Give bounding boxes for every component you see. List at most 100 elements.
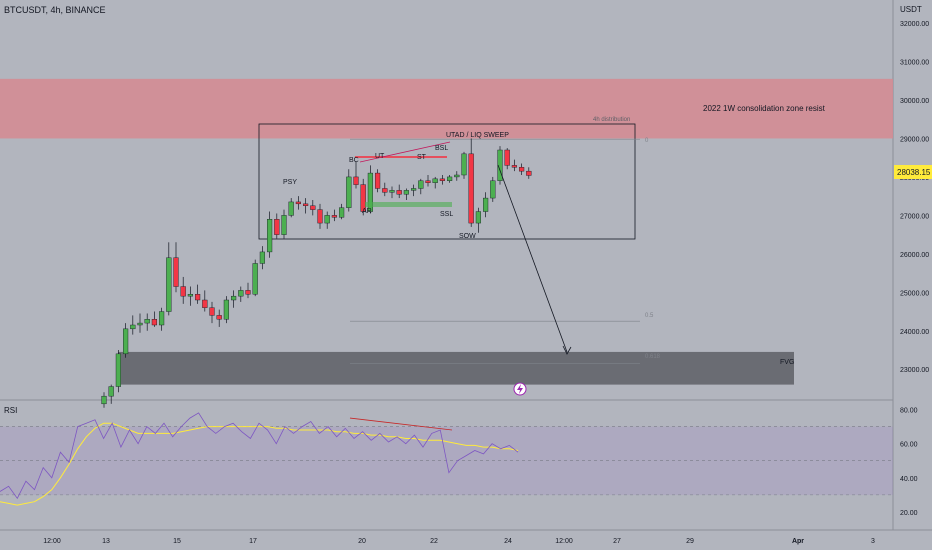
candle-body — [324, 215, 330, 224]
fvg-label: FVG — [780, 359, 794, 366]
psy-label: PSY — [283, 179, 297, 186]
candle-body — [425, 180, 431, 183]
time-tick-label: 12:00 — [555, 538, 573, 545]
price-tick-label: 23000.00 — [900, 367, 929, 374]
resistance-zone-label: 2022 1W consolidation zone resist — [703, 104, 826, 113]
fib-0-label: 0 — [645, 138, 649, 144]
candle-body — [461, 153, 467, 176]
candle-body — [274, 219, 280, 235]
candle-body — [187, 294, 194, 297]
price-tick-label: 29000.00 — [900, 136, 929, 143]
currency-label: USDT — [900, 5, 922, 14]
candle-body — [317, 209, 323, 224]
rsi-tick-label: 80.00 — [900, 408, 918, 415]
candle-body — [432, 178, 438, 183]
candle-body — [389, 190, 395, 193]
last-price-label: 28038.15 — [897, 168, 931, 177]
candle-body — [526, 170, 532, 176]
price-tick-label: 30000.00 — [900, 98, 929, 105]
candle-body — [202, 299, 208, 308]
candle-body — [108, 386, 114, 397]
candle-body — [439, 178, 446, 181]
candle-body — [396, 190, 402, 195]
time-tick-label: 17 — [249, 538, 257, 545]
price-tick-label: 31000.00 — [900, 60, 929, 67]
distribution-box-label: 4h distribution — [593, 117, 630, 123]
candle-body — [331, 215, 338, 218]
candle-body — [288, 201, 294, 216]
candle-body — [310, 205, 316, 210]
candle-body — [475, 211, 482, 224]
price-pane[interactable] — [0, 0, 893, 400]
time-tick-label: 3 — [871, 538, 875, 545]
ar-label: AR — [362, 208, 372, 215]
ssl-label: SSL — [440, 211, 453, 218]
candle-body — [375, 172, 381, 189]
price-tick-label: 32000.00 — [900, 21, 929, 28]
time-tick-label: 12:00 — [43, 538, 61, 545]
candle-body — [353, 176, 359, 185]
candle-body — [303, 203, 309, 206]
time-tick-label: 29 — [686, 538, 694, 545]
candle-body — [490, 180, 496, 199]
bc-label: BC — [349, 157, 359, 164]
candle-body — [267, 219, 273, 253]
candle-body — [403, 190, 410, 195]
candle-body — [281, 215, 287, 235]
candle-body — [418, 180, 424, 189]
candle-body — [483, 197, 489, 212]
resistance-zone — [0, 78, 893, 139]
time-tick-label: Apr — [792, 538, 804, 545]
candle-body — [367, 172, 374, 212]
candle-body — [252, 263, 258, 295]
projection-arrow-line — [497, 164, 568, 353]
candle-body — [158, 311, 165, 326]
candle-body — [230, 295, 237, 301]
symbol-label: BTCUSDT, 4h, BINANCE — [4, 5, 106, 15]
candle-body — [295, 201, 302, 205]
candle-body — [115, 353, 122, 387]
rsi-divergence-line — [349, 417, 453, 431]
rsi-line — [0, 412, 519, 500]
bsl-label: BSL — [435, 145, 448, 152]
candle-body — [468, 153, 474, 224]
rsi-tick-label: 20.00 — [900, 510, 918, 517]
time-tick-label: 20 — [358, 538, 366, 545]
candle-body — [497, 149, 503, 181]
candle-body — [101, 395, 107, 405]
st-label: ST — [417, 154, 427, 161]
ut-label: UT — [375, 153, 385, 160]
candle-body — [504, 149, 510, 166]
range-low-band — [365, 202, 452, 207]
price-tick-label: 27000.00 — [900, 213, 929, 220]
utad-label: UTAD / LIQ SWEEP — [446, 132, 509, 139]
candle-body — [130, 324, 136, 330]
rsi-ma-line — [0, 422, 519, 506]
rsi-title: RSI — [4, 406, 17, 415]
time-tick-label: 27 — [613, 538, 621, 545]
time-tick-label: 22 — [430, 538, 438, 545]
candle-body — [454, 174, 460, 178]
time-tick-label: 15 — [173, 538, 181, 545]
candle-body — [411, 188, 417, 191]
candle-body — [216, 315, 222, 320]
candle-body — [151, 319, 158, 326]
candle-body — [519, 167, 525, 172]
rsi-tick-label: 60.00 — [900, 442, 918, 449]
lightning-icon[interactable] — [513, 382, 527, 396]
candle-body — [166, 257, 172, 312]
last-price-tag — [894, 165, 932, 179]
candle-body — [137, 322, 143, 326]
candle-body — [360, 184, 366, 212]
price-tick-label: 26000.00 — [900, 252, 929, 259]
candle-body — [223, 299, 230, 320]
rsi-pane[interactable] — [0, 401, 893, 529]
time-tick-label: 13 — [102, 538, 110, 545]
candle-body — [209, 307, 215, 316]
candle-body — [180, 286, 186, 297]
projection-arrow-head — [562, 345, 572, 355]
price-tick-label: 25000.00 — [900, 290, 929, 297]
bsl-sweep-line — [359, 141, 451, 163]
